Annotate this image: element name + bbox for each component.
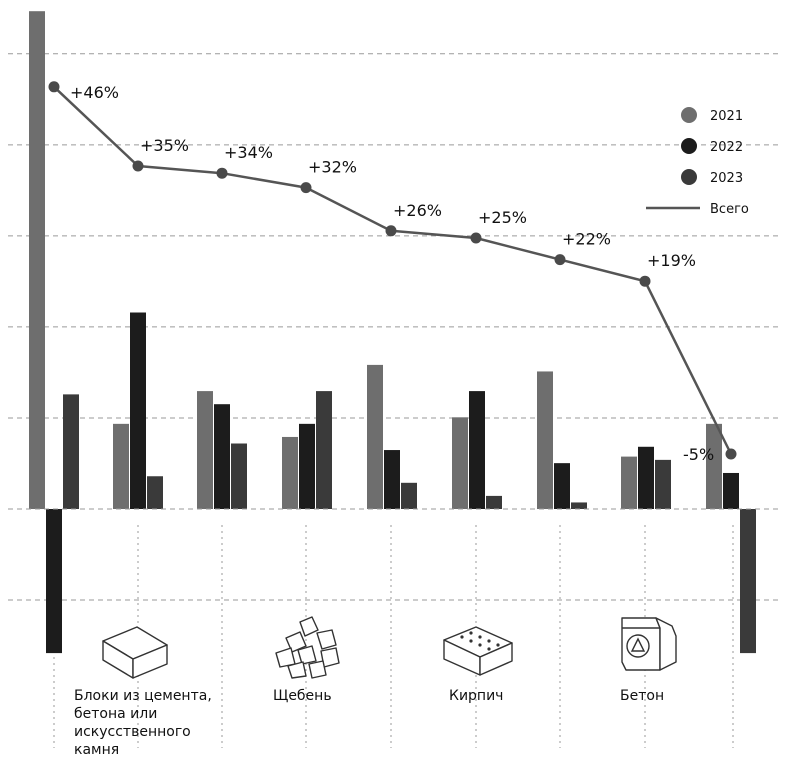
total-label-5: +25%: [478, 208, 527, 227]
bar-2021-5: [452, 417, 468, 509]
total-point-8: [725, 448, 737, 460]
bar-2023-1: [147, 476, 163, 509]
bar-2021-7: [621, 456, 637, 509]
bar-2022-0: [46, 509, 62, 654]
bar-2023-3: [316, 391, 332, 509]
bar-2021-8: [706, 423, 722, 509]
bar-2022-8: [723, 472, 739, 509]
category-label-crushed-stone: Щебень: [273, 688, 332, 704]
bar-2021-2: [197, 391, 213, 509]
bar-2022-1: [130, 312, 146, 509]
total-series: +46% +35% +34% +32% +26% +25% +22% +19% -5%: [48, 81, 737, 464]
total-label-7: +19%: [647, 251, 696, 270]
total-label-4: +26%: [393, 201, 442, 220]
total-point-0: [48, 81, 60, 93]
gridlines: [8, 53, 780, 601]
bar-2023-8: [740, 509, 756, 654]
bar-2021-1: [113, 423, 129, 509]
bar-2022-5: [469, 391, 485, 509]
legend-swatch-2023: [681, 169, 697, 185]
legend-label-total: Всего: [710, 202, 749, 217]
bar-2022-6: [554, 463, 570, 509]
bar-2021-6: [537, 371, 553, 509]
bar-2023-5: [486, 495, 502, 509]
bar-2023-6: [571, 502, 587, 509]
brick-icon: [443, 626, 513, 676]
category-labels: Блоки из цемента, бетона или искусственн…: [74, 688, 664, 758]
total-label-2: +34%: [224, 143, 273, 162]
total-label-3: +32%: [308, 158, 357, 177]
bar-2023-2: [231, 443, 247, 509]
bar-2021-4: [367, 364, 383, 509]
category-label-brick: Кирпич: [449, 688, 503, 704]
total-point-4: [385, 225, 397, 237]
bar-2021-0: [29, 11, 45, 509]
total-point-3: [300, 182, 312, 194]
bar-2022-7: [638, 446, 654, 509]
legend-label-2022: 2022: [710, 140, 743, 155]
bar-2021-3: [282, 436, 298, 509]
crushed-stone-icon: [275, 616, 340, 679]
total-label-1: +35%: [140, 136, 189, 155]
legend-label-2023: 2023: [710, 171, 743, 186]
category-label-blocks: Блоки из цемента, бетона или искусственн…: [74, 688, 216, 758]
bar-2022-4: [384, 450, 400, 509]
legend: 2021 2022 2023 Всего: [646, 107, 749, 217]
bar-2022-3: [299, 423, 315, 509]
category-label-concrete: Бетон: [620, 688, 664, 704]
bar-2023-0: [63, 394, 79, 509]
total-label-8: -5%: [683, 445, 714, 464]
total-label-6: +22%: [562, 230, 611, 249]
concrete-bag-icon: [621, 617, 677, 671]
bars: [29, 11, 756, 654]
bar-2022-2: [214, 404, 230, 509]
legend-label-2021: 2021: [710, 109, 743, 124]
total-point-5: [470, 232, 482, 244]
total-point-6: [554, 254, 566, 266]
legend-swatch-2021: [681, 107, 697, 123]
bar-2023-4: [401, 482, 417, 509]
total-label-0: +46%: [70, 83, 119, 102]
total-point-7: [639, 275, 651, 287]
legend-swatch-2022: [681, 138, 697, 154]
cement-block-icon: [102, 626, 168, 679]
bar-2023-7: [655, 459, 671, 509]
total-point-1: [132, 160, 144, 172]
total-point-2: [216, 167, 228, 179]
